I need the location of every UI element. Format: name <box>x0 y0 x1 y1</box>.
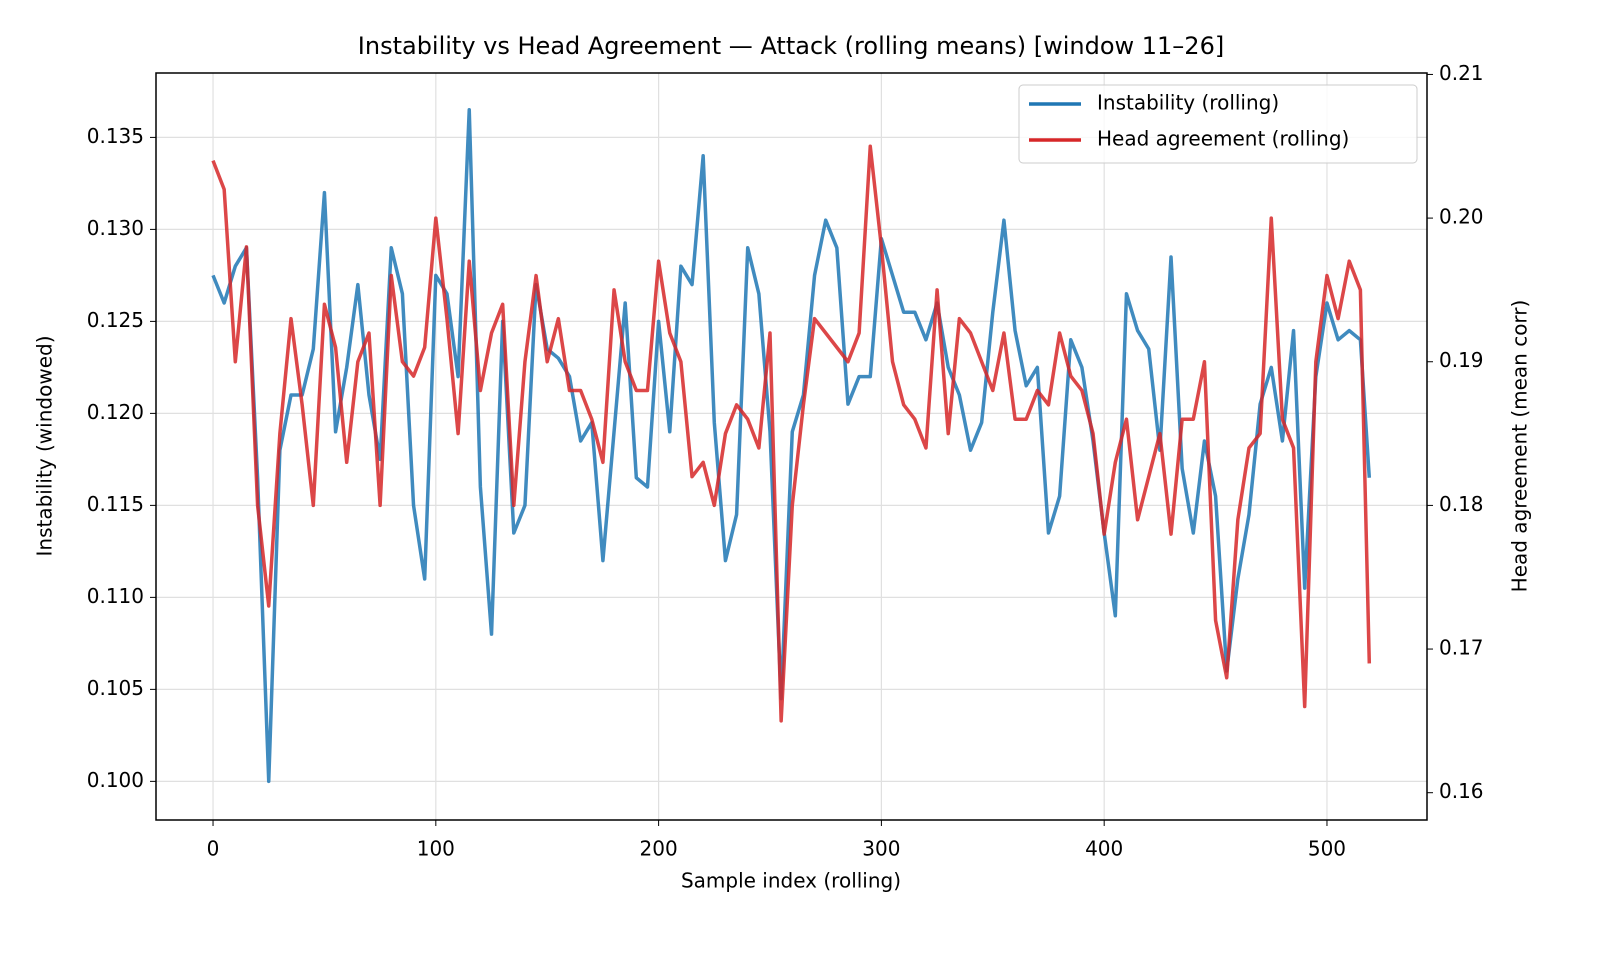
y2-tick-label: 0.18 <box>1439 492 1484 516</box>
y-tick-label: 0.105 <box>87 676 144 700</box>
x-tick-label: 400 <box>1085 837 1123 861</box>
y-axis-label: Instability (windowed) <box>33 336 57 557</box>
legend-label: Head agreement (rolling) <box>1097 127 1349 151</box>
x-axis-label: Sample index (rolling) <box>681 869 901 893</box>
x-tick-label: 300 <box>862 837 900 861</box>
x-tick-label: 0 <box>207 837 220 861</box>
x-tick-label: 100 <box>417 837 455 861</box>
y2-axis-label: Head agreement (mean corr) <box>1508 300 1532 593</box>
chart-title: Instability vs Head Agreement — Attack (… <box>358 32 1224 60</box>
y-tick-label: 0.130 <box>87 216 144 240</box>
y-tick-label: 0.115 <box>87 492 144 516</box>
x-tick-label: 500 <box>1308 837 1346 861</box>
x-tick-label: 200 <box>640 837 678 861</box>
plot-frame <box>155 72 1428 821</box>
data-line <box>211 108 1372 784</box>
y2-tick-label: 0.19 <box>1439 348 1484 372</box>
y-tick-label: 0.125 <box>87 308 144 332</box>
y2-tick-label: 0.20 <box>1439 205 1484 229</box>
y-tick-label: 0.100 <box>87 768 144 792</box>
y2-tick-label: 0.17 <box>1439 636 1484 660</box>
legend-box <box>1018 84 1418 164</box>
legend-label: Instability (rolling) <box>1097 91 1279 115</box>
data-line <box>211 144 1372 723</box>
y-tick-label: 0.110 <box>87 584 144 608</box>
y-tick-label: 0.135 <box>87 124 144 148</box>
y-tick-label: 0.120 <box>87 400 144 424</box>
y2-tick-label: 0.21 <box>1439 61 1484 85</box>
y2-tick-label: 0.16 <box>1439 779 1484 803</box>
